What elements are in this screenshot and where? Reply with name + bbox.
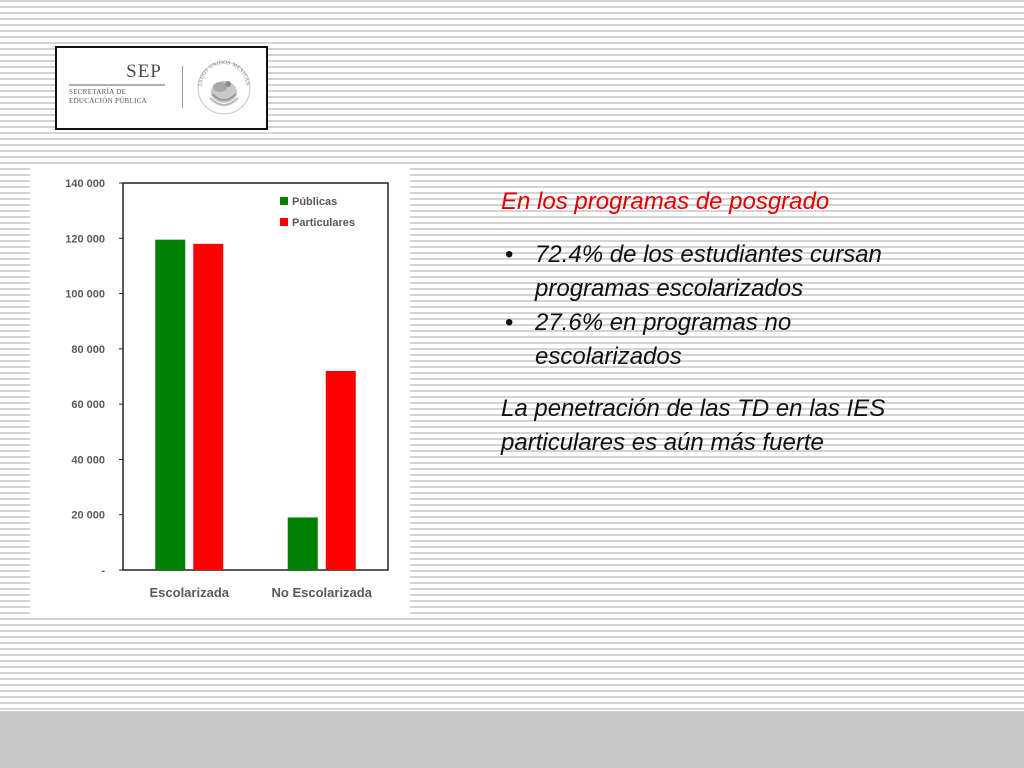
- logo-subtitle: SECRETARÍA DE EDUCACIÓN PÚBLICA: [69, 88, 189, 106]
- summary-heading: En los programas de posgrado: [501, 188, 830, 215]
- logo-subtitle-line1: SECRETARÍA DE: [69, 88, 127, 96]
- legend-label: Particulares: [292, 217, 355, 229]
- bullet-dot-icon: •: [505, 241, 514, 268]
- y-tick-label: 140 000: [65, 178, 105, 190]
- logo-rule: [69, 84, 165, 86]
- national-seal-icon: ESTADOS UNIDOS MEXICANOS: [192, 54, 251, 115]
- summary-bullet-1-text: 72.4% de los estudiantes cursan programa…: [535, 241, 882, 302]
- logo-subtitle-line2: EDUCACIÓN PÚBLICA: [69, 97, 148, 105]
- y-tick-label: 60 000: [71, 399, 105, 411]
- sep-logo: SEP SECRETARÍA DE EDUCACIÓN PÚBLICA ESTA…: [55, 46, 268, 130]
- legend-label: Públicas: [292, 196, 337, 208]
- summary-bullet-2: • 27.6% en programas no escolarizados: [501, 306, 931, 374]
- bar-particulares: [193, 243, 224, 571]
- y-tick-label: -: [101, 565, 105, 577]
- logo-acronym: SEP: [126, 61, 162, 82]
- legend-swatch: [280, 197, 288, 205]
- bar-particulares: [325, 370, 356, 570]
- y-tick-label: 40 000: [71, 454, 105, 466]
- x-category-label: Escolarizada: [150, 585, 230, 600]
- summary-bullet-1: • 72.4% de los estudiantes cursan progra…: [501, 238, 931, 306]
- y-tick-label: 80 000: [71, 344, 105, 356]
- summary-text: En los programas de posgrado • 72.4% de …: [501, 185, 931, 460]
- bar-publicas: [155, 239, 186, 570]
- summary-bullet-list: • 72.4% de los estudiantes cursan progra…: [501, 238, 931, 374]
- x-category-label: No Escolarizada: [272, 585, 373, 600]
- y-tick-label: 20 000: [71, 510, 105, 522]
- legend-swatch: [280, 218, 288, 226]
- summary-bullet-2-text: 27.6% en programas no escolarizados: [535, 309, 792, 370]
- y-tick-label: 100 000: [65, 289, 105, 301]
- logo-divider: [182, 66, 183, 108]
- footer-band: [0, 711, 1024, 768]
- bullet-dot-icon: •: [505, 309, 514, 336]
- summary-closing: La penetración de las TD en las IES part…: [501, 395, 886, 456]
- bar-chart-svg: - 20 000 40 000 60 000 80 000 100 000 120 000 1…: [65, 178, 389, 600]
- y-tick-label: 120 000: [65, 233, 105, 245]
- bar-chart: - 20 000 40 000 60 000 80 000 100 000 120 000 1…: [30, 165, 410, 615]
- bar-publicas: [287, 517, 318, 570]
